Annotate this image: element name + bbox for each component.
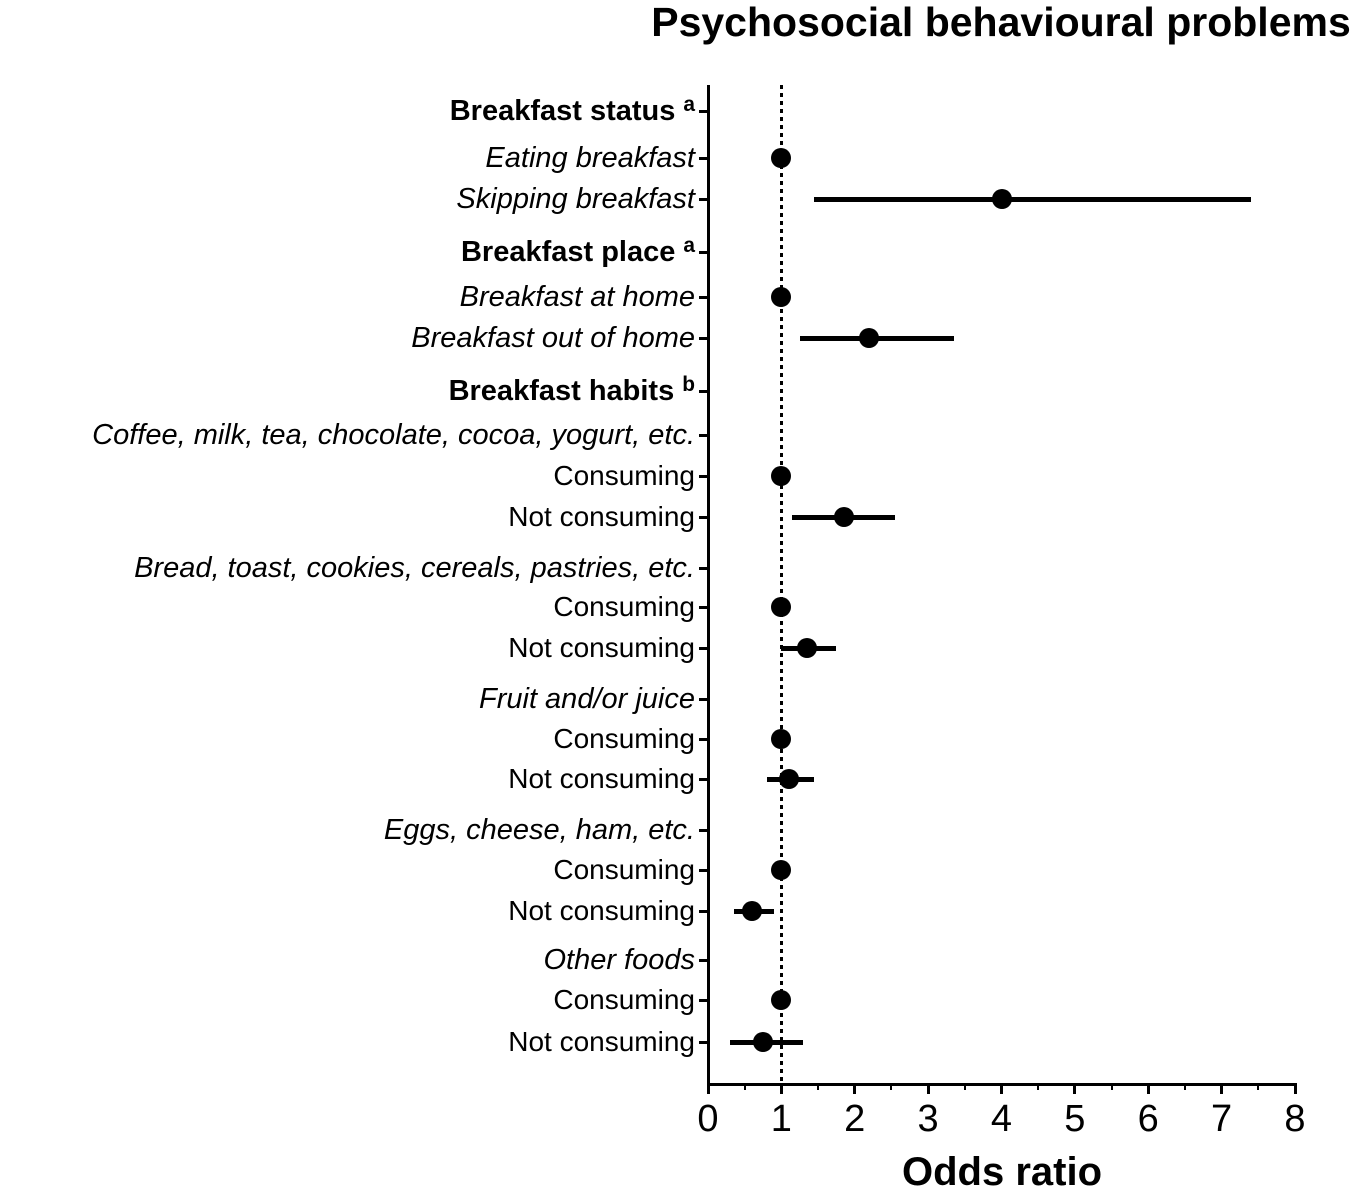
row-label: Consuming [553, 723, 695, 754]
y-axis-tick [699, 1040, 708, 1044]
x-minor-tick [1037, 1083, 1040, 1090]
y-axis-tick [699, 868, 708, 872]
y-axis-tick [699, 250, 708, 254]
row-label: Breakfast habits b [448, 373, 695, 407]
y-axis-tick [699, 197, 708, 201]
row-label: Fruit and/or juice [479, 683, 695, 715]
x-tick-label: 8 [1284, 1098, 1306, 1140]
row-label: Consuming [553, 591, 695, 622]
y-axis-line [706, 85, 710, 1083]
y-axis-tick [699, 295, 708, 299]
y-axis-tick [699, 389, 708, 393]
row-label: Consuming [553, 854, 695, 885]
x-minor-tick [1183, 1083, 1186, 1090]
y-axis-tick [699, 828, 708, 832]
row-label: Not consuming [508, 632, 695, 663]
x-major-tick [926, 1083, 930, 1094]
y-axis-tick [699, 697, 708, 701]
x-tick-label: 1 [770, 1098, 792, 1140]
row-label: Bread, toast, cookies, cereals, pastries… [134, 552, 695, 584]
odds-ratio-marker [778, 769, 799, 789]
y-axis-tick [699, 474, 708, 478]
footnote-marker: a [683, 234, 695, 257]
odds-ratio-marker [859, 328, 880, 348]
x-minor-tick [1110, 1083, 1113, 1090]
confidence-interval-line [814, 196, 1251, 202]
odds-ratio-marker [797, 638, 818, 658]
row-label: Not consuming [508, 763, 695, 794]
x-major-tick [779, 1083, 783, 1094]
x-major-tick [1220, 1083, 1224, 1094]
row-label: Not consuming [508, 501, 695, 532]
y-axis-tick [699, 433, 708, 437]
y-axis-tick [699, 566, 708, 570]
row-label: Consuming [553, 984, 695, 1015]
x-major-tick [853, 1083, 857, 1094]
row-label: Skipping breakfast [456, 183, 695, 215]
odds-ratio-marker [991, 189, 1012, 209]
row-label: Eggs, cheese, ham, etc. [383, 814, 695, 846]
x-tick-label: 7 [1211, 1098, 1233, 1140]
y-axis-tick [699, 109, 708, 113]
x-major-tick [1000, 1083, 1003, 1094]
x-minor-tick [743, 1083, 746, 1090]
x-major-tick [1293, 1083, 1297, 1094]
y-axis-tick [699, 909, 708, 913]
footnote-marker: b [682, 373, 695, 396]
row-label: Coffee, milk, tea, chocolate, cocoa, yog… [92, 419, 695, 451]
x-tick-label: 4 [990, 1098, 1013, 1140]
odds-ratio-marker [771, 860, 792, 880]
x-tick-label: 2 [844, 1098, 866, 1140]
x-tick-label: 3 [917, 1098, 939, 1140]
chart-title: Psychosocial behavioural problems [651, 0, 1350, 45]
x-axis-label: Odds ratio [901, 1150, 1103, 1194]
row-label: Not consuming [508, 895, 695, 926]
y-axis-tick [699, 998, 708, 1002]
odds-ratio-marker [753, 1032, 774, 1052]
odds-ratio-marker [833, 507, 854, 527]
y-axis-tick [699, 777, 708, 781]
odds-ratio-marker [771, 597, 792, 617]
odds-ratio-marker [771, 729, 792, 749]
y-axis-tick [699, 737, 708, 741]
x-minor-tick [817, 1083, 820, 1090]
odds-ratio-marker [771, 466, 792, 486]
row-label: Not consuming [508, 1026, 695, 1057]
row-label: Consuming [553, 460, 695, 491]
y-axis-tick [699, 336, 708, 340]
footnote-marker: a [683, 93, 695, 116]
x-minor-tick [890, 1083, 893, 1090]
y-axis-tick [699, 605, 708, 609]
x-tick-label: 5 [1064, 1098, 1086, 1140]
y-axis-tick [699, 156, 708, 160]
x-minor-tick [963, 1083, 966, 1090]
row-label: Breakfast at home [459, 281, 695, 313]
odds-ratio-marker [742, 901, 763, 921]
x-minor-tick [1257, 1083, 1260, 1090]
y-axis-tick [699, 646, 708, 650]
odds-ratio-marker [771, 287, 792, 307]
row-label: Eating breakfast [485, 142, 695, 174]
y-axis-tick [699, 515, 708, 519]
x-tick-label: 6 [1137, 1098, 1159, 1140]
row-label: Breakfast status a [449, 93, 695, 127]
row-label: Other foods [543, 944, 695, 976]
row-label: Breakfast out of home [411, 322, 695, 354]
row-label: Breakfast place a [460, 234, 695, 268]
x-major-tick [1073, 1083, 1077, 1094]
x-tick-label: 0 [697, 1098, 719, 1140]
odds-ratio-marker [771, 148, 792, 168]
x-major-tick [1146, 1083, 1150, 1094]
reference-line [779, 85, 783, 1083]
odds-ratio-marker [771, 990, 792, 1010]
x-major-tick [706, 1083, 710, 1094]
y-axis-tick [699, 958, 708, 962]
